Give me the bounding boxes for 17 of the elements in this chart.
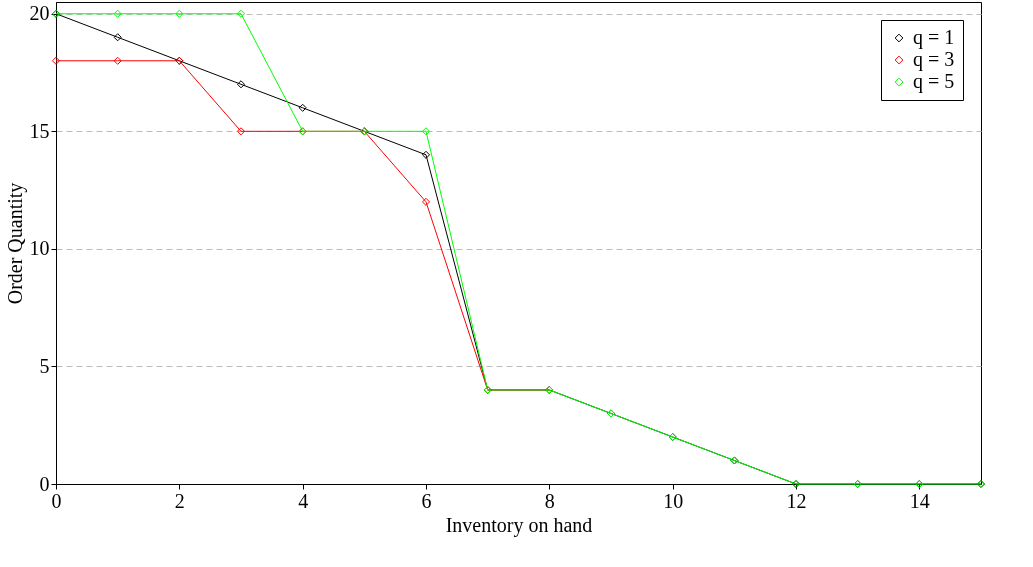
x-tick-label: 4	[298, 489, 309, 512]
y-axis-title: Order Quantity	[3, 182, 27, 305]
legend-label: q = 5	[913, 70, 955, 93]
y-tick-label: 10	[29, 237, 50, 260]
legend-label: q = 3	[913, 48, 955, 71]
y-tick-label: 15	[29, 119, 50, 142]
x-tick-label: 6	[421, 489, 432, 512]
x-tick-label: 2	[174, 489, 185, 512]
y-tick-label: 20	[29, 2, 50, 25]
y-tick-label: 5	[39, 354, 50, 377]
legend-label: q = 1	[913, 26, 955, 49]
x-tick-label: 10	[663, 489, 684, 512]
x-tick-label: 12	[786, 489, 807, 512]
y-tick-label: 0	[39, 472, 50, 495]
x-tick-label: 8	[544, 489, 555, 512]
x-tick-label: 14	[909, 489, 930, 512]
x-axis-title: Inventory on hand	[445, 513, 593, 537]
